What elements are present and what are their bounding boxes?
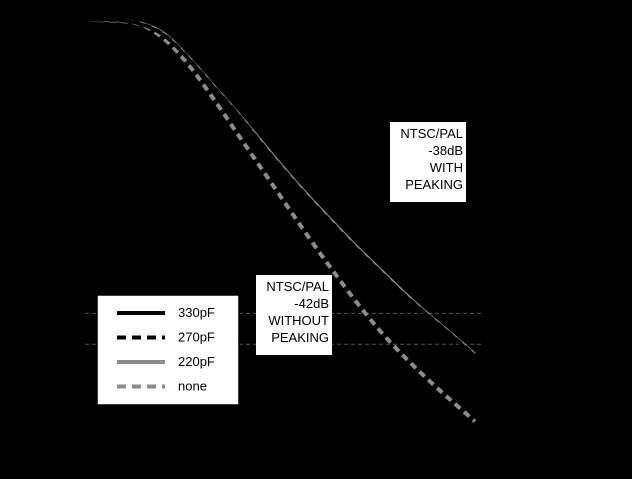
annotation-line: NTSC/PAL bbox=[266, 279, 329, 294]
annotation-line: WITHOUT bbox=[268, 313, 329, 328]
legend-label-270pF: 270pF bbox=[178, 330, 215, 345]
annotation-line: NTSC/PAL bbox=[400, 126, 463, 141]
series-line-none bbox=[84, 18, 477, 423]
annotation-line: -42dB bbox=[294, 296, 329, 311]
annotation-layer: NTSC/PAL -38dB WITH PEAKING NTSC/PAL -42dB WIT… bbox=[256, 122, 466, 355]
legend-label-220pF: 220pF bbox=[178, 354, 215, 369]
legend-label-330pF: 330pF bbox=[178, 305, 215, 320]
legend-label-none: none bbox=[178, 379, 207, 394]
legend: 330pF 270pF 220pF none bbox=[96, 294, 240, 406]
series-line-330pF bbox=[84, 18, 477, 357]
annotation-line: PEAKING bbox=[271, 330, 329, 345]
annotation-line: PEAKING bbox=[405, 177, 463, 192]
annotation-box bbox=[390, 122, 466, 202]
series-layer bbox=[84, 17, 477, 423]
annotation-line: WITH bbox=[430, 160, 463, 175]
annotation-1: NTSC/PAL -38dB WITH PEAKING bbox=[390, 122, 466, 202]
annotation-2: NTSC/PAL -42dB WITHOUT PEAKING bbox=[256, 275, 332, 355]
annotation-line: -38dB bbox=[428, 143, 463, 158]
annotation-box bbox=[256, 275, 332, 355]
